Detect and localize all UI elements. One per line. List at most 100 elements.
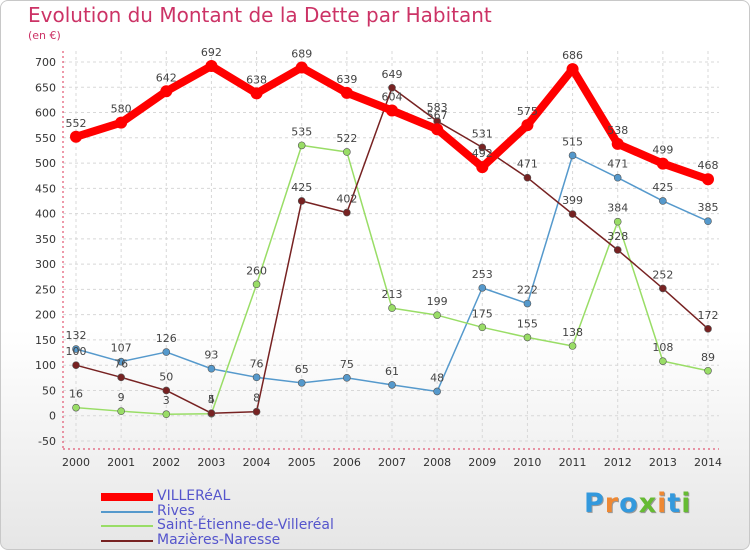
y-tick-label: 650: [35, 81, 56, 94]
data-label: 425: [291, 181, 312, 194]
data-label: 5: [208, 393, 215, 406]
legend-swatch: [101, 510, 153, 513]
data-label: 531: [472, 127, 493, 140]
logo-letter: r: [604, 488, 620, 519]
data-point: [478, 284, 487, 292]
legend-swatch: [101, 493, 153, 501]
y-tick-label: 0: [49, 410, 56, 423]
y-tick-label: 350: [35, 233, 56, 246]
logo-letter: P: [584, 488, 605, 519]
data-label: 639: [336, 73, 357, 86]
data-label: 9: [118, 391, 125, 404]
data-point: [343, 208, 351, 217]
data-label: 61: [385, 365, 399, 378]
data-label: 213: [382, 288, 403, 301]
data-label: 515: [562, 135, 583, 148]
data-point: [207, 409, 216, 418]
data-label: 253: [472, 268, 493, 281]
data-point: [704, 325, 712, 333]
data-point: [611, 137, 624, 150]
data-label: 175: [472, 307, 493, 320]
data-label: 538: [607, 124, 628, 137]
data-point: [386, 104, 398, 117]
legend-label: Rives: [157, 502, 195, 519]
data-label: 468: [698, 159, 719, 172]
data-label: 48: [430, 371, 444, 384]
data-label: 76: [250, 357, 264, 370]
data-point: [72, 403, 80, 412]
x-tick-label: 2014: [694, 456, 722, 469]
data-point: [433, 311, 441, 319]
data-label: 65: [295, 363, 309, 376]
data-point: [568, 151, 577, 160]
logo-letter: o: [619, 488, 639, 519]
x-tick-label: 2004: [243, 456, 271, 469]
x-tick-label: 2000: [62, 456, 90, 469]
data-point: [252, 407, 261, 416]
y-tick-label: 700: [35, 56, 56, 69]
data-point: [297, 197, 306, 205]
data-label: 385: [698, 201, 719, 214]
logo-letter: i: [681, 488, 692, 519]
data-point: [702, 173, 714, 186]
data-point: [207, 364, 216, 373]
y-tick-label: 550: [35, 132, 56, 145]
data-point: [388, 381, 396, 389]
data-point: [205, 60, 218, 73]
data-point: [162, 386, 171, 395]
data-label: 384: [607, 202, 628, 215]
data-label: 638: [246, 73, 267, 86]
x-tick-label: 2006: [333, 456, 361, 469]
data-point: [659, 197, 667, 205]
data-point: [523, 299, 532, 308]
data-point: [521, 119, 534, 132]
data-point: [478, 143, 487, 152]
data-label: 492: [472, 147, 493, 160]
x-tick-label: 2009: [468, 456, 496, 469]
data-label: 3: [163, 394, 170, 407]
legend-label: VILLERéAL: [157, 488, 231, 504]
data-label: 552: [66, 117, 87, 130]
x-tick-label: 2012: [604, 456, 632, 469]
data-label: 155: [517, 317, 538, 330]
y-tick-label: 250: [35, 283, 56, 296]
data-label: 535: [291, 125, 312, 138]
data-label: 583: [427, 101, 448, 114]
data-point: [476, 161, 489, 174]
x-tick-label: 2005: [288, 456, 316, 469]
data-point: [523, 333, 532, 342]
data-label: 50: [159, 370, 173, 383]
data-point: [250, 87, 263, 100]
data-label: 260: [246, 264, 267, 277]
chart-title: Evolution du Montant de la Dette par Hab…: [28, 3, 492, 27]
data-point: [117, 373, 125, 382]
data-label: 402: [336, 193, 357, 206]
data-label: 471: [607, 158, 628, 171]
data-label: 132: [66, 329, 87, 342]
data-point: [297, 379, 306, 387]
y-tick-label: 450: [35, 182, 56, 195]
legend-label: Mazières-Naresse: [157, 531, 281, 548]
data-point: [72, 345, 80, 353]
data-point: [295, 61, 308, 74]
y-tick-label: 500: [35, 157, 56, 170]
data-point: [704, 217, 712, 225]
data-label: 575: [517, 105, 538, 118]
data-label: 172: [698, 309, 719, 322]
data-point: [656, 157, 669, 170]
data-point: [252, 280, 261, 289]
x-tick-label: 2010: [513, 456, 541, 469]
x-tick-label: 2003: [197, 456, 225, 469]
data-point: [659, 284, 667, 293]
data-point: [613, 246, 622, 254]
data-point: [523, 173, 532, 182]
data-label: 399: [562, 194, 583, 207]
legend-swatch: [101, 539, 153, 542]
data-label: 76: [114, 357, 128, 370]
proxiti-logo: Proxiti: [584, 488, 692, 519]
x-tick-label: 2011: [559, 456, 587, 469]
data-point: [160, 85, 173, 98]
data-point: [568, 342, 577, 350]
data-point: [252, 373, 261, 382]
